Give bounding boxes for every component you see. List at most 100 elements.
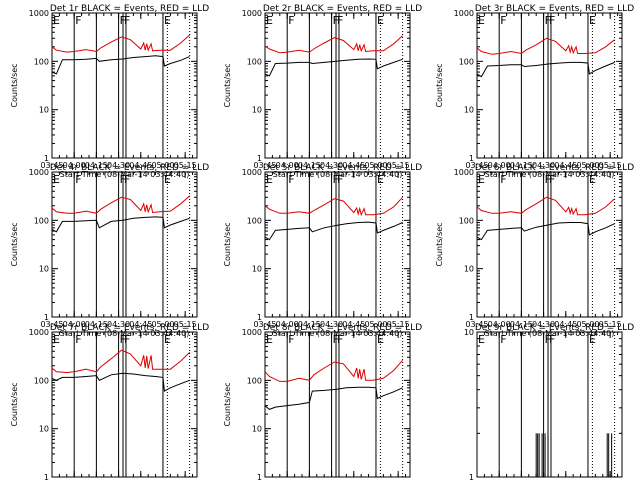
y-axis-label: Counts/sec (223, 382, 232, 426)
event-marker-label: F (124, 333, 130, 346)
event-marker-label: F (75, 14, 81, 27)
chart-panel-1: Det 1r BLACK = Events, RED = LLD 1 10 100 10… (10, 4, 209, 179)
x-tick-label: 04:45 (129, 320, 152, 329)
event-marker-label: E (53, 333, 60, 346)
y-tick-label: 1000 (29, 9, 49, 18)
y-tick-label: 100 (247, 57, 262, 66)
x-tick-label: 04:00 (276, 161, 299, 170)
event-marker-label: F (549, 173, 555, 186)
y-tick-label: 1 (469, 313, 474, 322)
chart-panel-9: Det 9r BLACK = Events, RED = LLD 1 1003:45… (464, 323, 634, 480)
event-marker-label: F (337, 14, 343, 27)
x-axis-label: Start Time (08-Mar-14 03:44:40) (273, 170, 403, 179)
chart-title: Det 4r BLACK = Events, RED = LLD (50, 163, 209, 173)
lld-series-line (51, 34, 190, 53)
events-series-line (264, 386, 403, 410)
y-tick-label: 100 (247, 376, 262, 385)
y-tick-label: 10 (252, 265, 262, 274)
y-tick-label: 10 (39, 425, 49, 434)
y-tick-label: 100 (34, 57, 49, 66)
y-tick-label: 1 (257, 313, 262, 322)
lld-series-line (51, 349, 190, 374)
y-axis-label: Counts/sec (223, 222, 232, 266)
x-tick-label: 04:15 (510, 161, 533, 170)
event-marker-label: E (164, 173, 171, 186)
event-marker-label: F (337, 173, 343, 186)
lld-series-line (476, 37, 615, 55)
x-tick-label: 04:30 (320, 320, 343, 329)
x-tick-label: 04:30 (320, 161, 343, 170)
y-axis-label: Counts/sec (435, 63, 444, 107)
x-tick-label: 05:15 (387, 161, 410, 170)
x-tick-label: 04:00 (63, 161, 86, 170)
event-marker-label: E (53, 14, 60, 27)
y-axis-label: Counts/sec (10, 63, 19, 107)
events-series-line (264, 58, 403, 77)
x-tick-label: 04:30 (107, 320, 130, 329)
y-tick-label: 10 (39, 265, 49, 274)
event-marker-label: E (53, 173, 60, 186)
chart-title: Det 5r BLACK = Events, RED = LLD (263, 163, 422, 173)
chart-title: Det 6r BLACK = Events, RED = LLD (475, 163, 634, 173)
x-tick-label: 04:00 (63, 320, 86, 329)
event-marker-label: F (337, 333, 343, 346)
x-tick-label: 05:15 (174, 161, 197, 170)
event-marker-label: F (75, 173, 81, 186)
events-series-line (51, 55, 190, 75)
event-marker-label: E (589, 173, 596, 186)
x-axis-label: Start Time (08-Mar-14 03:44:40) (273, 329, 403, 338)
lld-series-line (264, 359, 403, 382)
y-tick-label: 100 (34, 376, 49, 385)
y-tick-label: 10 (464, 265, 474, 274)
x-tick-label: 04:15 (298, 161, 321, 170)
event-marker-label: E (377, 173, 384, 186)
x-tick-label: 04:15 (298, 320, 321, 329)
x-tick-label: 05:00 (151, 161, 174, 170)
event-marker-label: E (266, 173, 273, 186)
event-marker-label: E (266, 333, 273, 346)
y-axis-label: Counts/sec (10, 382, 19, 426)
x-tick-label: 03:45 (465, 161, 488, 170)
x-axis-label: Start Time (08-Mar-14 03:44:40) (60, 329, 190, 338)
x-tick-label: 05:00 (576, 161, 599, 170)
y-tick-label: 1000 (29, 168, 49, 177)
event-marker-label: E (164, 14, 171, 27)
y-tick-label: 100 (34, 216, 49, 225)
event-marker-label: F (124, 14, 130, 27)
event-marker-label: E (589, 14, 596, 27)
event-marker-label: E (478, 14, 485, 27)
lld-series-line (264, 35, 403, 54)
events-series-line (264, 221, 403, 241)
event-marker-label: E (478, 173, 485, 186)
x-tick-label: 04:15 (85, 161, 108, 170)
y-tick-label: 1 (469, 154, 474, 163)
x-tick-label: 04:45 (554, 161, 577, 170)
chart-title: Det 1r BLACK = Events, RED = LLD (50, 4, 209, 14)
event-marker-label: F (500, 333, 506, 346)
event-marker-label: F (288, 333, 294, 346)
event-marker-label: E (478, 333, 485, 346)
x-tick-label: 04:00 (488, 161, 511, 170)
y-tick-label: 10 (39, 106, 49, 115)
y-tick-label: 10 (464, 328, 474, 337)
event-marker-label: F (75, 333, 81, 346)
lld-series-line (476, 196, 615, 216)
x-tick-label: 03:45 (253, 161, 276, 170)
y-axis-label: Counts/sec (223, 63, 232, 107)
y-tick-label: 10 (252, 106, 262, 115)
x-tick-label: 04:45 (129, 161, 152, 170)
x-axis-label: Start Time (08-Mar-14 03:44:40) (485, 170, 615, 179)
x-tick-label: 04:30 (532, 320, 555, 329)
x-tick-label: 05:15 (599, 320, 622, 329)
y-tick-label: 1000 (242, 168, 262, 177)
y-tick-label: 1000 (242, 9, 262, 18)
chart-panel-6: Det 6r BLACK = Events, RED = LLD 1 10 100 10… (435, 163, 634, 338)
chart-panel-2: Det 2r BLACK = Events, RED = LLD 1 10 100 10… (223, 4, 422, 179)
x-tick-label: 04:30 (532, 161, 555, 170)
y-tick-label: 1 (469, 473, 474, 480)
x-axis-label: Start Time (08-Mar-14 03:44:40) (485, 329, 615, 338)
x-tick-label: 05:00 (364, 320, 387, 329)
event-marker-label: E (164, 333, 171, 346)
y-axis-label: Counts/sec (435, 222, 444, 266)
